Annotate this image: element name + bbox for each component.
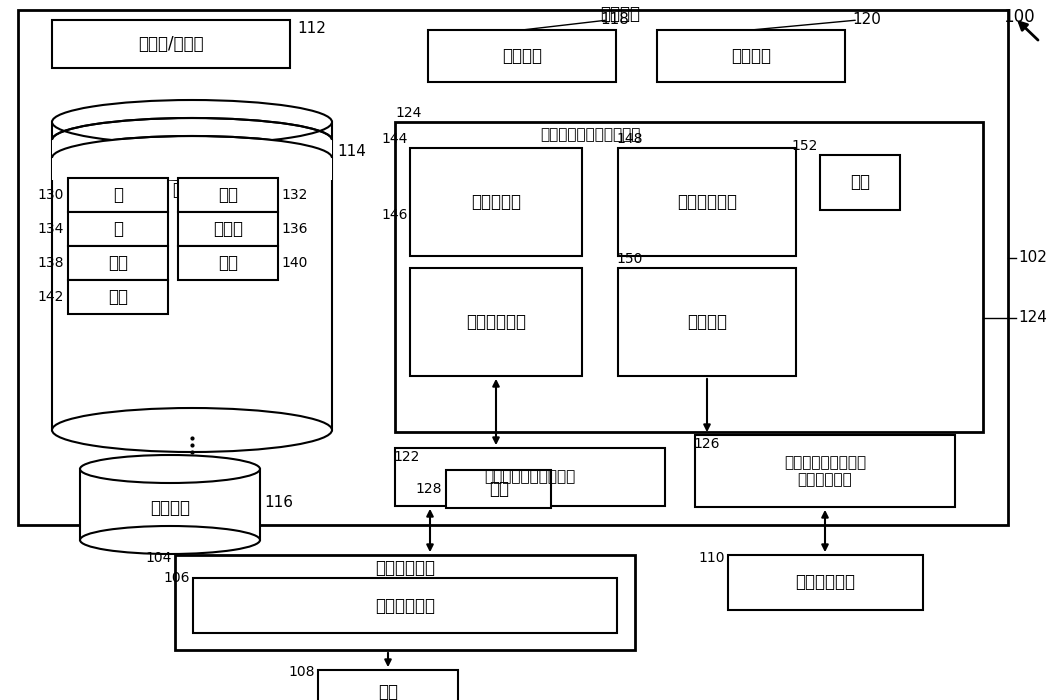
Text: 用户界面显示: 用户界面显示 [374,559,435,577]
Text: 数据存储: 数据存储 [150,498,190,517]
Bar [728,555,923,610]
Text: 106: 106 [164,571,190,585]
Text: 124: 124 [1018,311,1047,326]
Text: 域特定表面处理的、
格式化的数据: 域特定表面处理的、 格式化的数据 [784,455,866,487]
Text: 148: 148 [616,132,642,146]
Bar [395,448,665,506]
Text: 输出部件: 输出部件 [687,313,727,331]
Text: 类: 类 [113,220,123,238]
Bar [410,268,582,376]
Text: 144: 144 [382,132,408,146]
Text: 计算系统: 计算系统 [600,5,640,23]
Bar [68,280,168,314]
Text: 140: 140 [281,256,307,270]
Text: 138: 138 [38,256,64,270]
Text: 146: 146 [382,208,408,222]
Text: 100: 100 [1004,8,1035,26]
Text: 实体: 实体 [218,186,238,204]
Text: 134: 134 [38,222,64,236]
Bar [178,178,278,212]
Text: 数据存储: 数据存储 [172,181,212,199]
Text: 124: 124 [395,106,422,120]
Text: 122: 122 [393,450,420,464]
Text: 其他计算系统: 其他计算系统 [795,573,855,591]
Bar [68,246,168,280]
Text: 用户: 用户 [378,683,398,700]
Text: 表: 表 [113,186,123,204]
Bar [68,178,168,212]
Text: 136: 136 [281,222,307,236]
Bar [446,470,551,508]
Text: 114: 114 [337,144,366,160]
Text: 142: 142 [38,290,64,304]
Text: 数据提取部件: 数据提取部件 [677,193,737,211]
Text: 处理: 处理 [108,254,128,272]
Bar [820,155,900,210]
Bar [618,148,796,256]
Text: 其他: 其他 [489,480,509,498]
Bar [657,30,845,82]
Text: 152: 152 [792,139,818,153]
Text: 处理器/服务器: 处理器/服务器 [138,35,204,53]
Bar [68,212,168,246]
Text: 116: 116 [264,495,293,510]
Bar [178,246,278,280]
Text: 130: 130 [38,188,64,202]
Text: 工作流: 工作流 [213,220,243,238]
Bar [52,158,331,180]
Bar [410,148,582,256]
Bar [395,122,983,432]
Text: 102: 102 [1018,251,1047,265]
Text: 用户输入机制: 用户输入机制 [374,597,435,615]
Ellipse shape [52,100,331,144]
Bar [193,578,617,633]
Text: 118: 118 [600,13,628,27]
Text: 接口部件: 接口部件 [731,47,771,65]
Text: 120: 120 [852,13,881,27]
Text: 128: 128 [415,482,442,496]
Bar [618,268,796,376]
Bar [428,30,616,82]
Text: 104: 104 [146,551,172,565]
Text: 文件: 文件 [218,254,238,272]
Ellipse shape [52,408,331,452]
Text: 110: 110 [699,551,725,565]
Bar [318,670,458,700]
Text: 格式化部件: 格式化部件 [471,193,521,211]
Ellipse shape [80,455,260,483]
Text: 112: 112 [297,21,326,36]
Bar [80,469,260,540]
Text: 应用部件: 应用部件 [502,47,542,65]
Ellipse shape [80,526,260,554]
Text: 其他: 其他 [850,173,870,191]
Bar [18,10,1008,525]
Text: 逻辑执行部件: 逻辑执行部件 [466,313,526,331]
Bar [52,20,290,68]
Bar [52,140,331,162]
Bar [52,122,331,430]
Text: 150: 150 [616,252,642,266]
Text: 数据表面处理解决方案: 数据表面处理解决方案 [485,470,576,484]
Bar [695,435,955,507]
Text: 126: 126 [693,437,720,451]
Text: 132: 132 [281,188,307,202]
Text: 其他: 其他 [108,288,128,306]
Bar [178,212,278,246]
Text: 108: 108 [288,665,315,679]
Bar [175,555,635,650]
Text: 可配置数据表面处理部件: 可配置数据表面处理部件 [540,127,640,143]
